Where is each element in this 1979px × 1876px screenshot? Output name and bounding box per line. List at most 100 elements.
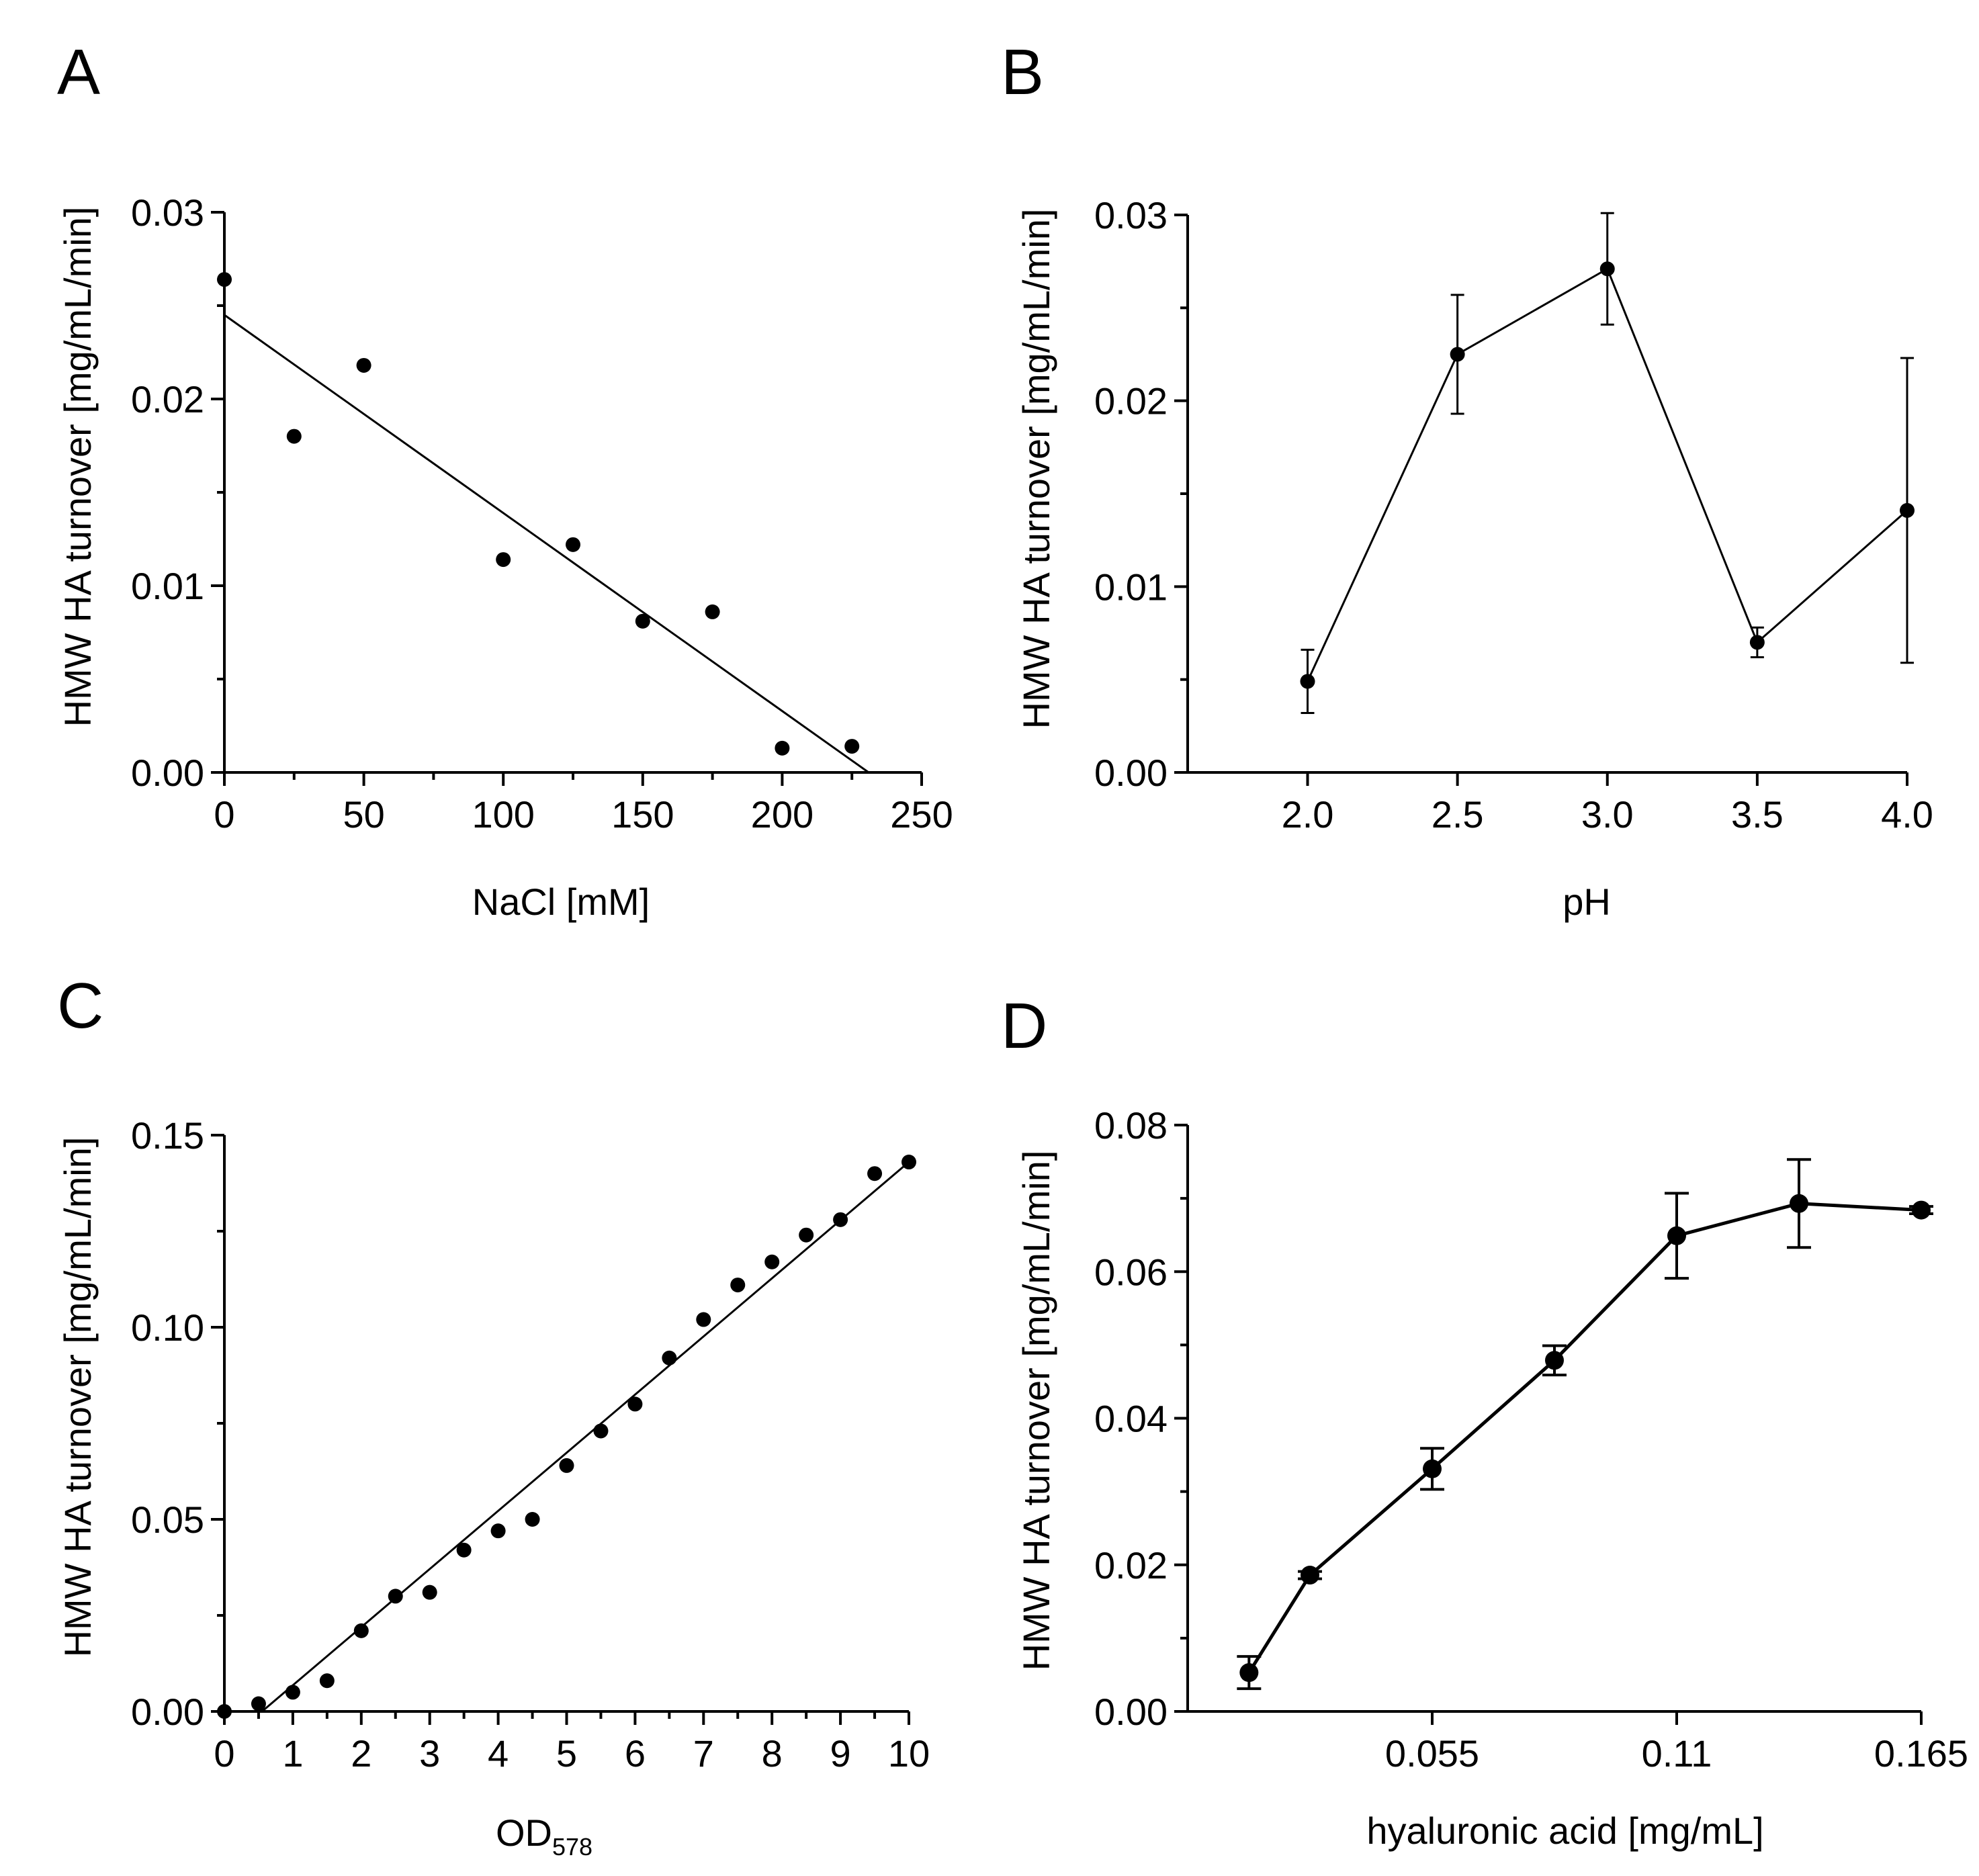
panel-a-x-tick-label: 250 xyxy=(890,793,953,836)
panel-c-x-tick-label: 9 xyxy=(830,1732,851,1775)
panel-a-data-point xyxy=(356,357,371,373)
panel-c-x-axis-label: OD578 xyxy=(496,1812,592,1861)
panel-d-label: D xyxy=(1001,990,1047,1062)
panel-a-label: A xyxy=(57,36,100,108)
panel-b-y-tick-label: 0.02 xyxy=(1094,380,1168,422)
panel-d-data-point xyxy=(1423,1459,1442,1478)
panel-a-x-axis-label: NaCl [mM] xyxy=(472,881,650,923)
panel-a-x-tick-label: 100 xyxy=(472,793,534,836)
panel-d-data-point xyxy=(1545,1351,1564,1370)
panel-d-x-tick-label: 0.165 xyxy=(1874,1732,1968,1775)
panel-c-data-point xyxy=(388,1589,403,1604)
panel-a-x-tick-label: 150 xyxy=(611,793,674,836)
panel-d-data-point xyxy=(1239,1663,1259,1683)
panel-a-data-point xyxy=(844,739,860,754)
panel-c-data-point xyxy=(490,1523,506,1539)
panel-c-data-point xyxy=(867,1166,883,1181)
panel-c-x-tick-label: 3 xyxy=(419,1732,440,1775)
panel-b-label: B xyxy=(1001,36,1044,108)
panel-b-data-point xyxy=(1900,502,1915,518)
panel-a-data-point xyxy=(566,537,580,552)
panel-b-y-tick-label: 0.01 xyxy=(1094,566,1168,608)
panel-a-data-point xyxy=(775,740,790,756)
panel-d-data-point xyxy=(1667,1226,1686,1245)
panel-c-data-point xyxy=(696,1312,711,1327)
panel-c-data-point xyxy=(525,1512,540,1527)
panel-b-x-tick-label: 2.5 xyxy=(1432,793,1484,836)
panel-a-data-point xyxy=(496,552,511,568)
panel-c-data-point xyxy=(593,1423,609,1439)
panel-c-y-axis-label: HMW HA turnover [mg/mL/min] xyxy=(56,1137,99,1658)
panel-d-x-tick-label: 0.11 xyxy=(1642,1732,1712,1775)
panel-a-x-tick-label: 50 xyxy=(343,793,384,836)
panel-b-data-point xyxy=(1450,347,1465,362)
panel-d-y-tick-label: 0.06 xyxy=(1094,1251,1168,1293)
panel-c-data-point xyxy=(730,1278,746,1293)
panel-c-x-tick-label: 5 xyxy=(556,1732,577,1775)
panel-c-regression-line xyxy=(261,1161,910,1713)
panel-d-data-point xyxy=(1301,1566,1319,1585)
panel-a-x-tick-label: 0 xyxy=(214,793,234,836)
panel-c-data-point xyxy=(833,1212,848,1227)
panel-c-data-point xyxy=(627,1396,643,1412)
panel-c-data-point xyxy=(901,1155,916,1170)
panel-b-data-point xyxy=(1300,674,1315,689)
panel-c-data-point xyxy=(285,1685,300,1700)
panel-c-y-tick-label: 0.00 xyxy=(131,1691,204,1733)
panel-a-y-tick-label: 0.00 xyxy=(131,752,204,794)
panel-c-data-point xyxy=(319,1673,335,1689)
panel-b-x-tick-label: 4.0 xyxy=(1881,793,1933,836)
panel-c: C OD578 HMW HA turnover [mg/mL/min] 0.00… xyxy=(56,970,930,1861)
panel-a-y-tick-label: 0.02 xyxy=(131,378,204,420)
panel-a-x-tick-label: 200 xyxy=(751,793,813,836)
panel-a-data-point xyxy=(635,613,650,629)
panel-d-y-axis-label: HMW HA turnover [mg/mL/min] xyxy=(1015,1151,1057,1671)
panel-d-y-tick-label: 0.02 xyxy=(1094,1544,1168,1587)
panel-b-y-tick-label: 0.00 xyxy=(1094,752,1168,794)
panel-c-data-point xyxy=(662,1350,677,1366)
panel-a-data-point xyxy=(705,604,720,619)
panel-b-x-tick-label: 2.0 xyxy=(1282,793,1334,836)
panel-c-x-axis-label-main: OD xyxy=(496,1812,552,1854)
panel-c-data-point xyxy=(217,1704,232,1719)
panel-b: B pH HMW HA turnover [mg/mL/min] 0.00 0.0… xyxy=(1001,36,1933,923)
panel-a: A NaCl [mM] HMW HA turnover [mg/mL/min] … xyxy=(56,36,953,923)
panel-b-y-axis-label: HMW HA turnover [mg/mL/min] xyxy=(1015,209,1057,729)
panel-d-x-axis-label: hyaluronic acid [mg/mL] xyxy=(1366,1810,1763,1852)
panel-c-data-point xyxy=(559,1458,574,1473)
panel-c-data-point xyxy=(764,1254,780,1269)
panel-c-x-axis-label-subscript: 578 xyxy=(552,1833,592,1861)
panel-c-data-point xyxy=(799,1227,814,1243)
panel-c-x-tick-label: 0 xyxy=(214,1732,234,1775)
panel-d-y-tick-label: 0.04 xyxy=(1094,1398,1168,1440)
panel-c-x-tick-label: 2 xyxy=(351,1732,371,1775)
panel-c-data-point xyxy=(456,1542,472,1558)
panel-a-y-tick-label: 0.03 xyxy=(131,191,204,234)
panel-d: D hyaluronic acid [mg/mL] HMW HA turnove… xyxy=(1001,990,1968,1852)
panel-c-x-tick-label: 4 xyxy=(488,1732,509,1775)
panel-c-y-tick-label: 0.05 xyxy=(131,1499,204,1541)
panel-c-y-tick-label: 0.10 xyxy=(131,1306,204,1349)
panel-b-x-axis-label: pH xyxy=(1563,881,1611,923)
panel-c-x-tick-label: 8 xyxy=(762,1732,783,1775)
panel-a-data-point xyxy=(217,272,232,287)
panel-d-y-tick-label: 0.00 xyxy=(1094,1691,1168,1733)
panel-b-data-point xyxy=(1749,635,1765,650)
panel-a-regression-line xyxy=(224,314,869,774)
panel-b-x-tick-label: 3.0 xyxy=(1581,793,1634,836)
panel-c-x-tick-label: 10 xyxy=(888,1732,930,1775)
panel-b-x-tick-label: 3.5 xyxy=(1731,793,1784,836)
panel-c-data-point xyxy=(422,1584,437,1600)
panel-d-data-point xyxy=(1790,1194,1808,1213)
panel-b-data-point xyxy=(1599,261,1615,277)
panel-c-label: C xyxy=(57,970,103,1042)
panel-c-data-point xyxy=(251,1696,266,1711)
panel-c-y-tick-label: 0.15 xyxy=(131,1114,204,1157)
panel-d-y-tick-label: 0.08 xyxy=(1094,1104,1168,1147)
panel-a-data-point xyxy=(286,429,302,444)
panel-c-data-point xyxy=(353,1623,369,1638)
panel-d-data-point xyxy=(1912,1200,1931,1220)
panel-c-x-tick-label: 1 xyxy=(282,1732,303,1775)
